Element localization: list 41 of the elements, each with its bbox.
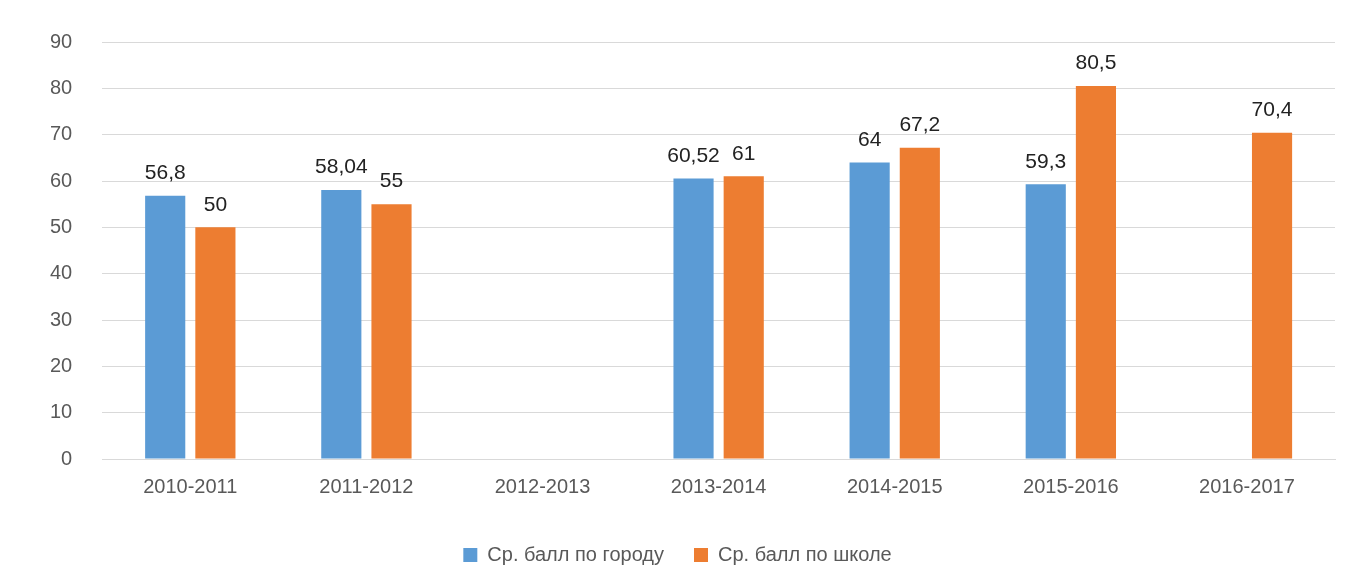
y-tick-label: 20	[50, 353, 73, 376]
bar	[673, 178, 714, 459]
bar	[371, 204, 412, 459]
x-tick-label: 2016-2017	[1199, 474, 1295, 497]
bar	[1251, 132, 1293, 459]
y-tick-label: 80	[50, 75, 73, 98]
data-label: 55	[379, 168, 404, 192]
y-tick-label: 0	[61, 446, 73, 469]
y-tick-label: 30	[50, 307, 73, 330]
bar	[849, 162, 890, 459]
data-label: 58,04	[315, 154, 368, 178]
y-tick-label: 40	[50, 261, 73, 284]
y-tick-label: 10	[50, 400, 73, 423]
data-label: 80,5	[1075, 50, 1117, 74]
bar	[195, 227, 236, 459]
data-label: 70,4	[1251, 97, 1293, 121]
legend-label: Ср. балл по школе	[717, 542, 892, 565]
y-tick-label: 70	[50, 122, 73, 145]
bar	[321, 190, 362, 459]
data-label: 59,3	[1025, 148, 1067, 172]
bar	[899, 147, 940, 459]
x-tick-label: 2015-2016	[1023, 474, 1119, 497]
bar	[723, 176, 764, 459]
x-tick-label: 2010-2011	[143, 474, 238, 497]
data-label: 67,2	[899, 111, 941, 135]
y-tick-label: 50	[50, 214, 73, 237]
x-tick-label: 2013-2014	[670, 474, 767, 497]
y-tick-label: 90	[50, 29, 73, 52]
x-tick-label: 2011-2012	[319, 474, 414, 497]
bar	[1075, 86, 1117, 459]
data-label: 60,52	[667, 142, 720, 166]
data-label: 64	[857, 126, 882, 150]
legend-label: Ср. балл по городу	[487, 542, 664, 565]
data-label: 56,8	[144, 160, 186, 184]
x-tick-label: 2014-2015	[846, 474, 943, 497]
data-label: 50	[203, 191, 228, 215]
data-label: 61	[732, 140, 756, 164]
bar	[1025, 184, 1066, 459]
x-tick-label: 2012-2013	[494, 474, 591, 497]
y-tick-label: 60	[50, 168, 73, 191]
bar	[145, 195, 186, 459]
